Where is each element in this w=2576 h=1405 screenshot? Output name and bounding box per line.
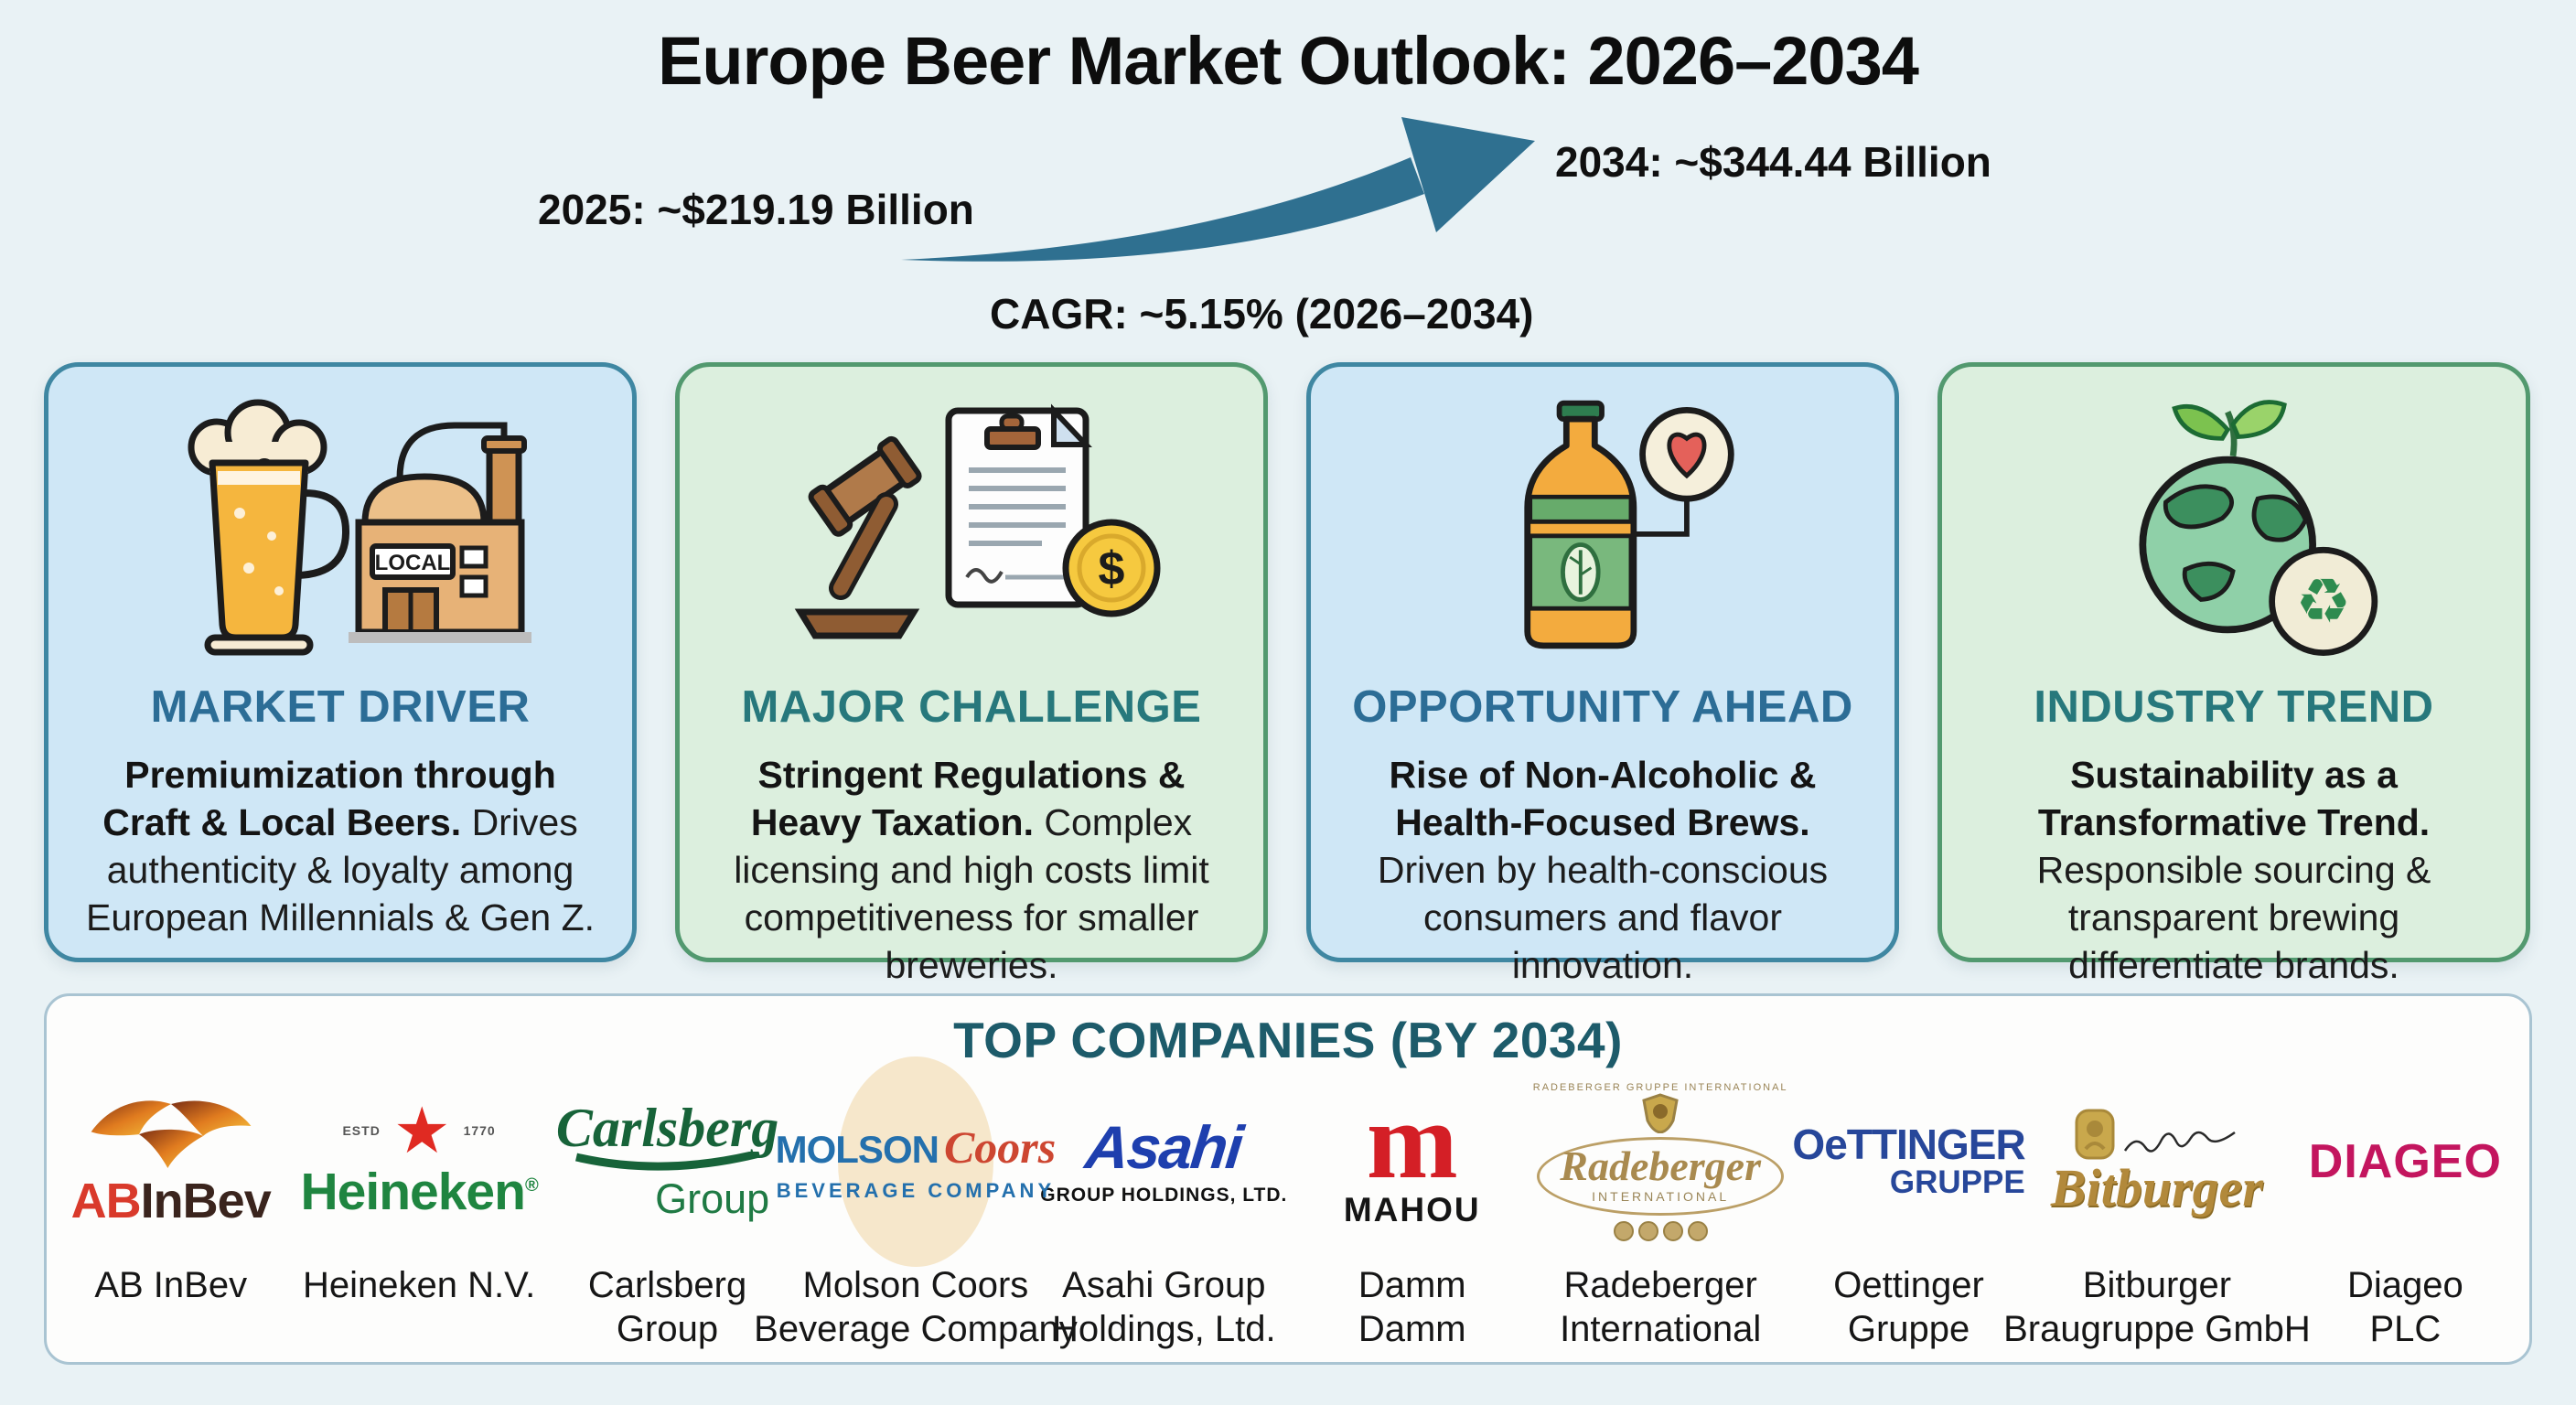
heineken-logo: ESTD ★ 1770 Heineken® [300, 1094, 539, 1221]
radeberger-oval: Radeberger INTERNATIONAL [1537, 1137, 1785, 1216]
company-label: Molson Coors Beverage Company [754, 1265, 1078, 1349]
company-label: Diageo PLC [2346, 1265, 2463, 1349]
company-label: Oettinger Gruppe [1833, 1265, 1984, 1349]
gold-coins-icon [1613, 1221, 1708, 1241]
card-major-challenge: $ MAJOR CHALLENGE Stringent Regulations … [675, 362, 1268, 986]
card-text: Stringent Regulations & Heavy Taxation. … [711, 751, 1232, 989]
mahou-logo: m MAHOU [1343, 1079, 1481, 1229]
heineken-wordmark: Heineken® [300, 1162, 539, 1221]
asahi-logo: Asahi GROUP HOLDINGS, LTD. [1040, 1113, 1288, 1206]
company-diageo: DIAGEO Diageo PLC [2281, 1067, 2529, 1357]
company-asahi: Asahi GROUP HOLDINGS, LTD. Asahi Group H… [1040, 1067, 1288, 1357]
company-oettinger: OeTTINGER GRUPPE Oettinger Gruppe [1785, 1067, 2033, 1357]
card-description: Complex licensing and high costs limit c… [734, 801, 1209, 987]
company-heineken: ESTD ★ 1770 Heineken® Heineken N.V. [295, 1067, 542, 1357]
oettinger-logo: OeTTINGER GRUPPE [1792, 1120, 2025, 1200]
bitburger-logo: Bitburger [2051, 1067, 2263, 1256]
card-category: MARKET DRIVER [150, 682, 531, 732]
top-companies-panel: TOP COMPANIES (BY 2034) ABI [44, 993, 2532, 1365]
ab-inbev-wordmark: ABInBev [70, 1174, 272, 1228]
company-radeberger: RADEBERGER GRUPPE INTERNATIONAL Radeberg… [1533, 1067, 1787, 1357]
company-label: Radeberger International [1560, 1265, 1762, 1349]
shield-emblem-icon [1642, 1093, 1679, 1133]
company-label: Asahi Group Holdings, Ltd. [1052, 1265, 1276, 1349]
company-molson-coors: MOLSON Coors BEVERAGE COMPANY Molson Coo… [754, 1056, 1078, 1357]
card-text: Sustainability as a Transformative Trend… [1973, 751, 2495, 989]
bottle-with-leaf-and-heart-icon [1388, 394, 1818, 669]
carlsberg-logo: Carlsberg Group [555, 1098, 779, 1222]
company-label: Heineken N.V. [302, 1265, 536, 1305]
company-carlsberg: Carlsberg Group Carlsberg Group [543, 1067, 791, 1357]
card-description: Driven by health-conscious consumers and… [1377, 849, 1829, 987]
beer-glass-and-local-brewery-icon: LOCAL [125, 394, 555, 669]
bitburger-emblem-icon [2075, 1109, 2115, 1160]
company-label: Carlsberg Group [587, 1265, 747, 1349]
card-market-driver: LOCAL MARKET DRIVER Premiumization throu… [44, 362, 637, 962]
gavel-document-coin-icon: $ [757, 394, 1186, 669]
card-opportunity-ahead: OPPORTUNITY AHEAD Rise of Non-Alcoholic … [1306, 362, 1899, 986]
svg-text:$: $ [1099, 542, 1125, 595]
red-star-icon: ★ [392, 1094, 451, 1166]
card-headline: Stringent Regulations & Heavy Taxation. [750, 754, 1186, 844]
eagle-icon [91, 1100, 252, 1168]
diageo-logo: DIAGEO [2308, 1135, 2502, 1188]
ab-inbev-logo: ABInBev [70, 1067, 272, 1256]
cagr-label: CAGR: ~5.15% (2026–2034) [990, 290, 1534, 338]
companies-row: ABInBev AB InBev ESTD ★ 1770 Heineken® [47, 1056, 2529, 1357]
market-value-2025: 2025: ~$219.19 Billion [538, 186, 974, 233]
company-mahou-damm: m MAHOU Damm Damm [1288, 1067, 1536, 1357]
molson-ellipse-background [837, 1056, 993, 1267]
company-label: Damm Damm [1358, 1265, 1466, 1349]
svg-text:LOCAL: LOCAL [375, 551, 451, 575]
earth-sprout-recycle-icon: ♻ [2019, 394, 2449, 669]
card-headline: Rise of Non-Alcoholic & Health-Focused B… [1389, 754, 1817, 844]
swoosh-underline-icon [574, 1152, 760, 1171]
market-value-2034: 2034: ~$344.44 Billion [1555, 138, 1991, 186]
card-description: Drives authenticity & loyalty among Euro… [85, 801, 596, 939]
card-description: Responsible sourcing & transparent brewi… [2036, 849, 2431, 987]
card-headline: Sustainability as a Transformative Trend… [2037, 754, 2431, 844]
card-category: MAJOR CHALLENGE [741, 682, 1202, 732]
card-headline: Premiumization through Craft & Local Bee… [102, 754, 556, 844]
company-label: AB InBev [94, 1265, 248, 1305]
company-ab-inbev: ABInBev AB InBev [47, 1067, 295, 1357]
company-bitburger: Bitburger Bitburger Braugruppe GmbH [2003, 1067, 2311, 1357]
card-industry-trend: ♻ INDUSTRY TREND Sustainability as a Tra… [1937, 362, 2530, 986]
company-label: Bitburger Braugruppe GmbH [2003, 1265, 2311, 1349]
molson-coors-logo: MOLSON Coors BEVERAGE COMPANY [776, 1056, 1056, 1267]
svg-text:♻: ♻ [2295, 568, 2351, 637]
page-title: Europe Beer Market Outlook: 2026–2034 [658, 23, 1919, 99]
signature-icon [2123, 1131, 2236, 1153]
radeberger-logo: RADEBERGER GRUPPE INTERNATIONAL Radeberg… [1533, 1067, 1788, 1256]
card-text: Rise of Non-Alcoholic & Health-Focused B… [1342, 751, 1863, 989]
card-category: INDUSTRY TREND [2034, 682, 2434, 732]
top-companies-title: TOP COMPANIES (BY 2034) [953, 1012, 1623, 1068]
growth-arrow-icon [901, 117, 1535, 262]
card-text: Premiumization through Craft & Local Bee… [80, 751, 601, 941]
card-category: OPPORTUNITY AHEAD [1352, 682, 1853, 732]
